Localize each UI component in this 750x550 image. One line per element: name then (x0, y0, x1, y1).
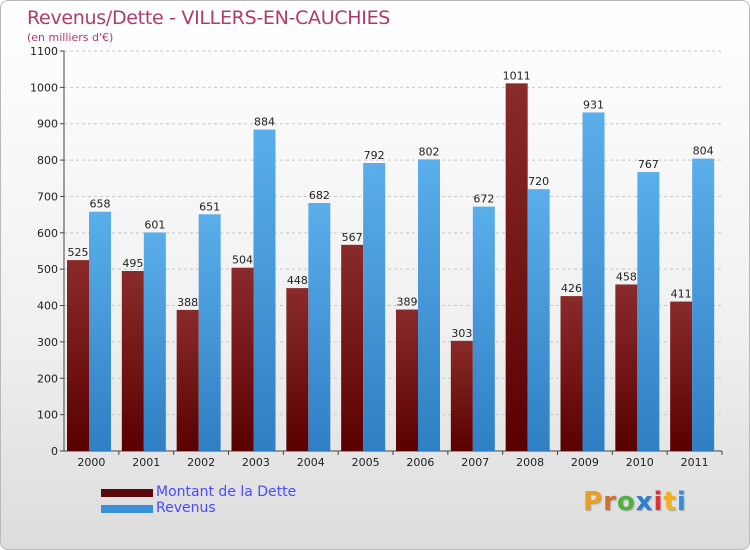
logo-letter: i (676, 487, 687, 517)
x-tick-label: 2009 (571, 456, 599, 469)
data-label-dette: 567 (342, 231, 363, 244)
data-label-revenus: 931 (583, 98, 604, 111)
data-label-dette: 389 (397, 296, 418, 309)
x-tick-label: 2005 (352, 456, 380, 469)
bar-dette (176, 309, 199, 451)
bar-dette (450, 340, 473, 451)
bar-dette (670, 301, 693, 451)
y-tick-label: 900 (37, 118, 58, 131)
bar-revenus (582, 112, 605, 452)
data-label-dette: 411 (671, 288, 692, 301)
y-tick-label: 600 (37, 227, 58, 240)
bar-dette (286, 288, 309, 451)
bar-revenus (89, 211, 111, 451)
x-tick-label: 2006 (406, 456, 434, 469)
data-label-dette: 388 (177, 296, 198, 309)
logo-letter: P (583, 487, 604, 517)
data-label-revenus: 884 (254, 116, 275, 129)
bar-dette (505, 83, 528, 451)
data-label-revenus: 792 (364, 149, 385, 162)
data-label-dette: 448 (287, 274, 308, 287)
logo-letter: t (663, 487, 677, 517)
logo-letter: r (603, 487, 617, 517)
x-tick-label: 2002 (187, 456, 215, 469)
data-label-dette: 525 (68, 246, 89, 259)
y-tick-label: 100 (37, 409, 58, 422)
bar-revenus (363, 163, 386, 451)
legend-swatch-revenus (101, 505, 153, 513)
data-label-dette: 458 (616, 270, 637, 283)
bar-dette (231, 267, 254, 451)
bar-revenus (253, 129, 276, 451)
bar-revenus (418, 159, 440, 451)
bar-revenus (198, 214, 221, 451)
bar-revenus (308, 203, 331, 451)
bar-dette (615, 284, 638, 451)
chart-title: Revenus/Dette - VILLERS-EN-CAUCHIES (27, 7, 391, 29)
data-label-revenus: 802 (419, 145, 440, 158)
logo-letter: x (635, 487, 654, 517)
data-label-revenus: 651 (199, 200, 220, 213)
data-label-revenus: 767 (638, 158, 659, 171)
bar-dette (560, 296, 583, 451)
x-tick-label: 2010 (626, 456, 654, 469)
x-tick-label: 2004 (297, 456, 325, 469)
logo-letter: o (616, 487, 636, 517)
x-tick-label: 2001 (132, 456, 160, 469)
bar-revenus (637, 172, 660, 451)
data-label-dette: 504 (232, 254, 253, 267)
data-label-revenus: 658 (90, 198, 111, 211)
legend-label-debt: Montant de la Dette (156, 484, 297, 500)
bar-revenus (143, 232, 166, 451)
bar-dette (67, 260, 89, 451)
x-tick-label: 2011 (681, 456, 709, 469)
y-tick-label: 400 (37, 300, 58, 313)
plot-area: 0 100 200 300 400 500 600 700 800 900 1000 1100 525 6… (30, 45, 723, 469)
x-tick-label: 2007 (461, 456, 489, 469)
bar-dette (341, 244, 364, 451)
logo-letter: i (653, 487, 664, 517)
y-tick-label: 1100 (30, 45, 58, 58)
data-label-dette: 495 (122, 257, 143, 270)
y-tick-label: 0 (51, 445, 58, 458)
chart-subtitle: (en milliers d'€) (27, 31, 114, 44)
bar-revenus (472, 206, 495, 451)
x-tick-label: 2008 (516, 456, 544, 469)
data-label-revenus: 682 (309, 189, 330, 202)
proxiti-logo: Proxiti (583, 487, 687, 517)
y-tick-label: 1000 (30, 81, 58, 94)
bar-revenus (692, 158, 715, 452)
y-tick-label: 700 (37, 190, 58, 203)
y-tick-label: 200 (37, 372, 58, 385)
data-label-revenus: 720 (528, 175, 549, 188)
bar-dette (121, 271, 144, 451)
data-label-dette: 303 (451, 327, 472, 340)
legend-label-revenus: Revenus (156, 500, 216, 516)
x-tick-label: 2003 (242, 456, 270, 469)
bar-dette (396, 309, 418, 451)
data-label-revenus: 804 (693, 145, 714, 158)
y-tick-label: 800 (37, 154, 58, 167)
data-label-revenus: 672 (473, 193, 494, 206)
x-tick-label: 2000 (77, 456, 105, 469)
bar-revenus (527, 189, 550, 451)
data-label-dette: 1011 (503, 69, 531, 82)
legend-swatch-debt (101, 489, 153, 497)
data-label-revenus: 601 (144, 218, 165, 231)
y-tick-label: 500 (37, 263, 58, 276)
y-tick-label: 300 (37, 336, 58, 349)
data-label-dette: 426 (561, 282, 582, 295)
